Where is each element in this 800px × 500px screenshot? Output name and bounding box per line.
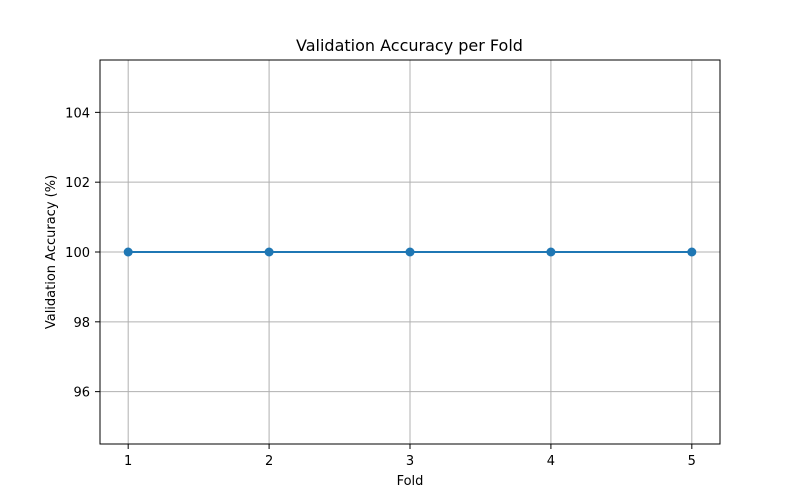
data-point-fold-1 xyxy=(123,247,133,257)
x-tick-label: 1 xyxy=(124,454,132,469)
y-tick-label: 102 xyxy=(65,176,90,191)
data-point-fold-2 xyxy=(264,247,274,257)
x-tick-label: 2 xyxy=(265,454,273,469)
y-tick-label: 98 xyxy=(73,316,90,331)
data-point-fold-3 xyxy=(405,247,415,257)
y-tick-label: 100 xyxy=(65,246,90,261)
y-axis-label: Validation Accuracy (%) xyxy=(44,175,59,329)
y-tick-label: 96 xyxy=(73,386,90,401)
x-tick-label: 4 xyxy=(547,454,555,469)
x-tick-label: 5 xyxy=(688,454,696,469)
series-group xyxy=(123,247,697,257)
chart-title: Validation Accuracy per Fold xyxy=(296,36,523,55)
x-axis-label: Fold xyxy=(397,474,424,489)
data-point-fold-5 xyxy=(687,247,697,257)
y-axis-ticks: 96 98 100 102 104 xyxy=(65,106,100,401)
x-tick-label: 3 xyxy=(406,454,414,469)
y-tick-label: 104 xyxy=(65,106,90,121)
data-point-fold-4 xyxy=(546,247,556,257)
x-axis-ticks: 1 2 3 4 5 xyxy=(124,444,696,469)
